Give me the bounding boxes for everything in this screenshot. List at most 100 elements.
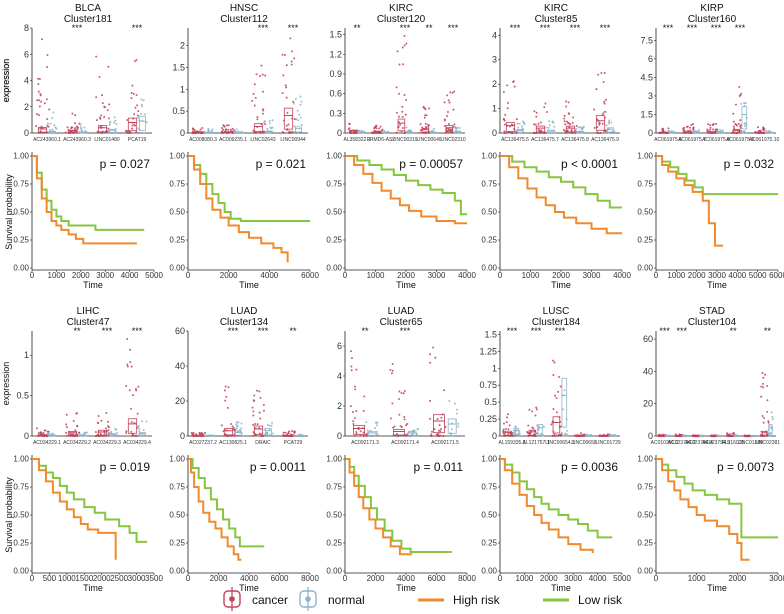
cancer-point [41, 38, 44, 41]
km-y-tick-label: 0.00 [326, 567, 342, 576]
cancer-point [443, 101, 446, 104]
normal-point [140, 112, 143, 115]
cancer-point [128, 389, 131, 392]
km-x-tick-label: 3000 [128, 574, 146, 583]
cancer-box [127, 418, 138, 434]
cancer-point [502, 430, 505, 433]
normal-point [376, 424, 379, 427]
gene-label: AC092171.3 [351, 440, 379, 446]
km-x-tick-label: 4000 [589, 574, 607, 583]
cancer-point [714, 129, 717, 132]
normal-point [608, 120, 611, 123]
normal-point [566, 434, 569, 437]
normal-point [580, 128, 583, 131]
cancer-point [261, 434, 264, 437]
cancer-point [204, 431, 207, 434]
cancer-point [225, 128, 228, 131]
box-y-tick-label: 4 [492, 30, 497, 40]
cancer-point [593, 108, 596, 111]
cancer-point [281, 53, 284, 56]
cancer-point [389, 417, 392, 420]
cancer-point [287, 123, 290, 126]
significance-mark: ** [764, 326, 772, 336]
cancer-point [262, 409, 265, 412]
cancer-point [192, 431, 195, 434]
cancer-point [355, 409, 358, 412]
cancer-point [531, 426, 534, 429]
normal-point [142, 131, 145, 134]
cancer-point [252, 129, 255, 132]
cancer-point [191, 131, 194, 134]
cancer-box [504, 430, 513, 436]
cancer-point [403, 416, 406, 419]
cancer-point [46, 118, 49, 121]
km-x-tick-label: 4000 [121, 271, 139, 280]
km-curve-high-risk [345, 155, 467, 225]
cancer-point [404, 434, 407, 437]
box-y-tick-label: 3 [648, 91, 653, 101]
km-p-value: p = 0.032 [724, 157, 775, 171]
cancer-point [552, 407, 555, 410]
km-x-tick-label: 4000 [397, 574, 415, 583]
cancer-point [508, 424, 511, 427]
normal-point [137, 424, 140, 427]
cancer-point [290, 60, 293, 63]
km-y-tick-label: 0.50 [13, 208, 29, 217]
normal-point [235, 421, 238, 424]
cancer-point [285, 86, 288, 89]
box-y-tick-label: 1.2 [329, 49, 342, 59]
km-y-axis-label: Survival probability [4, 174, 14, 250]
gene-label: PCAT29 [284, 440, 303, 446]
cancer-point [134, 124, 137, 127]
normal-point [142, 99, 145, 102]
cancer-point [100, 131, 103, 134]
cancer-point [443, 389, 446, 392]
significance-mark: ** [353, 23, 361, 33]
cancer-key-point [229, 596, 235, 602]
cancer-point [353, 416, 356, 419]
cancer-point [406, 422, 409, 425]
box-y-tick-label: 0 [648, 431, 653, 441]
gene-label: AL121757.1 [523, 440, 550, 446]
gene-label: AC034229.3 [93, 440, 121, 446]
cancer-point [437, 429, 440, 432]
cancer-point [286, 111, 289, 114]
km-y-tick-label: 0.50 [13, 511, 29, 520]
cancer-point [405, 424, 408, 427]
box-y-tick-label: 4 [337, 371, 342, 381]
cancer-point [398, 115, 401, 118]
box-y-tick-label: 1.5 [172, 62, 185, 72]
cancer-point [401, 46, 404, 49]
cancer-box [552, 416, 561, 434]
normal-point [542, 434, 545, 437]
normal-point [455, 128, 458, 131]
cancer-point [359, 430, 362, 433]
normal-point [84, 129, 87, 132]
cancer-point [553, 394, 556, 397]
cancer-point [452, 108, 455, 111]
cancer-point [439, 430, 442, 433]
gene-label: AC243960.1 [33, 137, 61, 143]
km-y-tick-label: 0.50 [637, 208, 653, 217]
cancer-point [348, 122, 351, 125]
cancer-point [502, 91, 505, 94]
cancer-point [220, 424, 223, 427]
gene-label: LINC01480 [94, 137, 120, 143]
box-y-tick-label: 0.75 [479, 380, 497, 390]
km-x-axis-label: Time [83, 583, 103, 593]
km-y-tick-label: 1.00 [637, 455, 653, 464]
cancer-point [557, 434, 560, 437]
km-x-axis-label: Time [239, 583, 259, 593]
cancer-point [101, 94, 104, 97]
cancer-point [98, 116, 101, 119]
cancer-point [395, 111, 398, 114]
cancer-point [258, 411, 261, 414]
normal-point [517, 126, 520, 129]
km-curve-low-risk [500, 155, 622, 209]
cancer-point [293, 431, 296, 434]
normal-point [298, 113, 301, 116]
km-y-axis-label: Survival probability [4, 477, 14, 553]
cancer-point [767, 420, 770, 423]
